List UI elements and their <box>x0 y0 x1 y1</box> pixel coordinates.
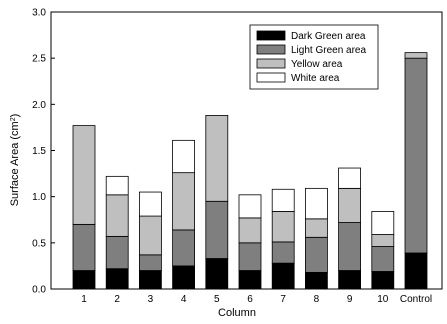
bar-segment-yellow-area-7 <box>271 211 295 243</box>
bars-layer <box>72 52 428 290</box>
y-tick-label: 3.0 <box>32 8 46 19</box>
legend-swatch <box>256 30 286 41</box>
y-tick-label: 0.0 <box>32 285 46 296</box>
y-tick-label: 0.5 <box>32 238 46 249</box>
y-tick-label: 1.5 <box>32 146 46 157</box>
bar-segment-yellow-area-4 <box>172 172 196 231</box>
bar-segment-yellow-area-control <box>404 52 428 59</box>
bar-segment-white-area-9 <box>338 167 362 189</box>
bar-segment-light-green-area-5 <box>205 200 229 259</box>
x-axis-title: Column <box>218 307 256 319</box>
bar-segment-dark-green-area-5 <box>205 258 229 290</box>
bar-segment-white-area-2 <box>105 175 129 196</box>
x-tick-label: 4 <box>181 294 187 305</box>
bar-segment-light-green-area-8 <box>304 236 328 273</box>
bar-segment-white-area-4 <box>172 139 196 174</box>
y-tick-label: 2.0 <box>32 100 46 111</box>
bar-segment-light-green-area-3 <box>138 254 162 271</box>
y-axis-title-main: Surface Area (cm <box>9 121 21 206</box>
legend-swatch <box>256 44 286 55</box>
axes-layer: 0.0 0.5 1.0 1.5 2.0 2.5 3.0 1 2 3 4 5 6 7 8 9 10 Control <box>32 8 443 305</box>
legend-swatch <box>256 58 286 69</box>
y-axis-title-suffix: ) <box>9 114 21 118</box>
bar-segment-light-green-area-1 <box>72 223 96 271</box>
x-tick-label: 7 <box>280 294 286 305</box>
bar-segment-yellow-area-3 <box>138 215 162 256</box>
bar-segment-yellow-area-5 <box>205 115 229 202</box>
bar-segment-light-green-area-9 <box>338 222 362 271</box>
x-tick-label: Control <box>400 294 432 305</box>
bar-segment-yellow-area-2 <box>105 194 129 237</box>
legend: Dark Green area Light Green area Yellow ar… <box>249 24 379 90</box>
y-tick-label: 2.5 <box>32 54 46 65</box>
bar-segment-light-green-area-2 <box>105 235 129 270</box>
x-tick-label: 5 <box>214 294 220 305</box>
bar-segment-yellow-area-10 <box>371 234 395 247</box>
x-tick-label: 8 <box>314 294 320 305</box>
bar-segment-light-green-area-6 <box>238 242 262 271</box>
x-tick-label: 6 <box>247 294 253 305</box>
y-axis-title-superscript: 2 <box>10 117 17 121</box>
legend-label: Dark Green area <box>291 31 366 42</box>
legend-swatch <box>256 72 286 83</box>
bar-segment-light-green-area-4 <box>172 229 196 267</box>
x-tick-label: 9 <box>347 294 353 305</box>
bar-segment-yellow-area-1 <box>72 125 96 225</box>
legend-label: Yellow area <box>291 59 343 70</box>
legend-label: Light Green area <box>291 45 366 56</box>
x-tick-label: 1 <box>81 294 87 305</box>
bar-segment-light-green-area-7 <box>271 241 295 264</box>
y-tick-label: 1.0 <box>32 192 46 203</box>
bar-segment-white-area-3 <box>138 191 162 217</box>
y-axis-title: Surface Area (cm2) <box>9 114 21 207</box>
bar-segment-dark-green-area-control <box>404 252 428 290</box>
bar-segment-white-area-7 <box>271 188 295 212</box>
bar-segment-white-area-10 <box>371 211 395 235</box>
bar-segment-white-area-8 <box>304 187 328 220</box>
x-tick-label: 2 <box>114 294 120 305</box>
bar-segment-white-area-6 <box>238 194 262 219</box>
bar-segment-light-green-area-control <box>404 57 428 254</box>
bar-segment-yellow-area-8 <box>304 218 328 238</box>
bar-segment-yellow-area-9 <box>338 187 362 223</box>
legend-label: White area <box>291 73 340 84</box>
x-tick-label: 10 <box>377 294 389 305</box>
x-tick-label: 3 <box>148 294 154 305</box>
bar-segment-yellow-area-6 <box>238 217 262 244</box>
bar-segment-light-green-area-10 <box>371 246 395 272</box>
